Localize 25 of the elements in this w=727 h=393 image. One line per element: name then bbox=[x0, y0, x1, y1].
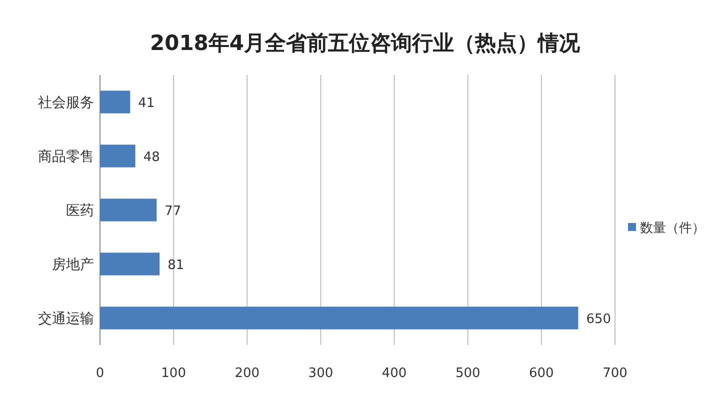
x-tick-label: 700 bbox=[602, 366, 628, 381]
data-label: 77 bbox=[164, 204, 182, 219]
x-tick-label: 200 bbox=[234, 366, 260, 381]
bar bbox=[100, 144, 136, 168]
bar bbox=[100, 198, 157, 222]
x-tick-label: 300 bbox=[308, 366, 334, 381]
y-tick-label: 社会服务 bbox=[38, 95, 94, 111]
y-tick-label: 房地产 bbox=[52, 257, 94, 273]
x-tick-label: 600 bbox=[529, 366, 554, 381]
data-label: 41 bbox=[138, 96, 155, 111]
x-tick-label: 500 bbox=[455, 366, 480, 381]
y-tick-label: 商品零售 bbox=[38, 149, 94, 165]
data-label: 48 bbox=[143, 150, 160, 165]
bar bbox=[100, 306, 578, 330]
legend-label: 数量（件） bbox=[640, 221, 705, 236]
x-tick-label: 100 bbox=[161, 366, 186, 381]
data-label: 650 bbox=[586, 312, 612, 327]
chart-title: 2018年4月全省前五位咨询行业（热点）情况 bbox=[150, 31, 582, 55]
y-tick-label: 医药 bbox=[66, 203, 94, 219]
x-tick-label: 0 bbox=[96, 366, 104, 381]
data-label: 81 bbox=[168, 258, 184, 273]
bar bbox=[100, 252, 160, 276]
y-tick-label: 交通运输 bbox=[38, 311, 94, 327]
x-tick-label: 400 bbox=[382, 366, 407, 381]
bar bbox=[100, 90, 130, 114]
